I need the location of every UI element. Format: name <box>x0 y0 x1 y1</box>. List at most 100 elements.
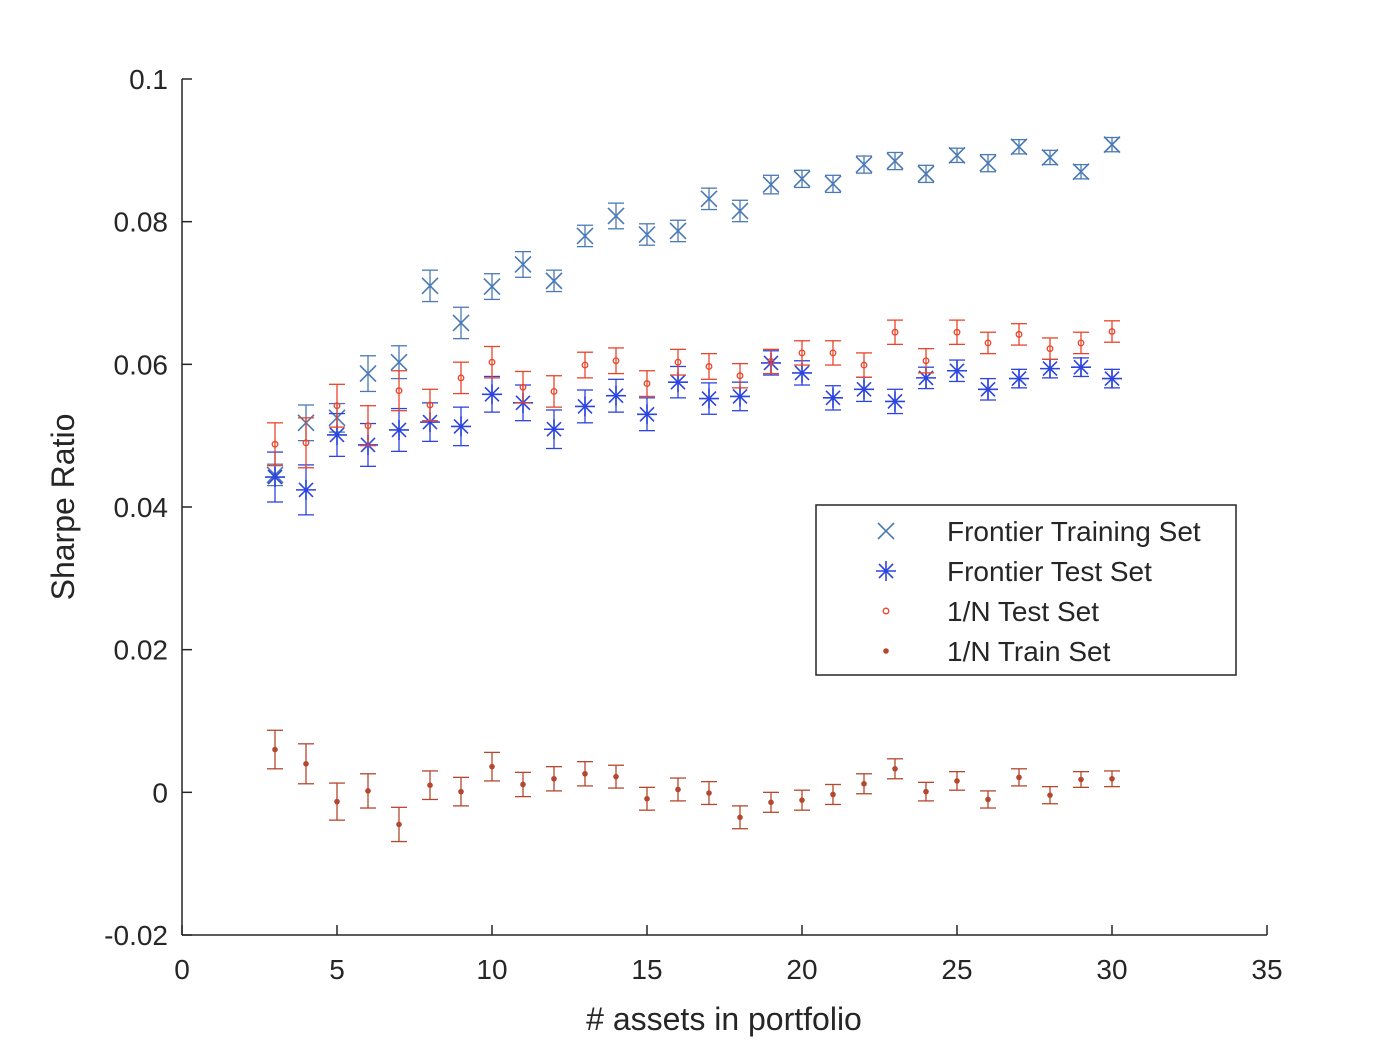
data-point <box>1077 339 1085 347</box>
y-tick-label: 0.1 <box>129 64 168 95</box>
data-point <box>730 386 750 407</box>
data-point <box>953 328 961 336</box>
data-point <box>551 775 557 782</box>
series-3 <box>267 729 1120 843</box>
data-point <box>612 357 620 365</box>
error-bar <box>453 361 469 395</box>
data-point <box>1078 776 1084 783</box>
y-tick-label: -0.02 <box>104 920 168 951</box>
legend-marker <box>876 561 896 581</box>
data-point <box>799 797 805 803</box>
error-bar <box>267 422 283 467</box>
data-point <box>1072 163 1090 181</box>
data-point <box>364 422 372 430</box>
data-point <box>731 202 749 220</box>
data-point <box>644 795 650 802</box>
data-point <box>483 278 501 296</box>
data-point <box>798 349 806 357</box>
error-bar <box>918 347 934 374</box>
data-point <box>544 419 564 440</box>
data-point <box>700 190 718 208</box>
data-point <box>768 799 774 806</box>
data-point <box>1046 345 1054 353</box>
data-point <box>854 379 874 400</box>
data-point <box>1041 148 1059 167</box>
error-bar <box>763 348 779 375</box>
error-bar <box>298 417 314 469</box>
legend-label: Frontier Training Set <box>947 516 1201 547</box>
data-point <box>861 780 867 787</box>
data-point <box>823 387 843 408</box>
data-point <box>954 778 960 784</box>
x-tick-label: 30 <box>1096 954 1127 985</box>
x-tick-label: 20 <box>786 954 817 985</box>
data-point <box>550 387 558 395</box>
data-point <box>396 821 402 828</box>
error-bar <box>1011 323 1027 346</box>
data-point <box>1103 136 1121 154</box>
data-point <box>575 396 595 417</box>
data-point <box>607 207 625 225</box>
x-tick-label: 25 <box>941 954 972 985</box>
data-point <box>793 170 811 188</box>
error-bar <box>546 375 562 408</box>
legend-box <box>815 504 1237 676</box>
data-point <box>1016 774 1022 781</box>
data-point <box>1040 358 1060 379</box>
data-point <box>923 788 929 795</box>
data-point <box>427 782 433 788</box>
data-point <box>303 761 309 767</box>
legend-label: Frontier Test Set <box>947 556 1152 587</box>
data-point <box>265 467 285 488</box>
legend-items: Frontier Training Set Frontier Test Set 1/… <box>876 516 1201 667</box>
error-bar <box>360 405 376 447</box>
data-point <box>458 788 464 795</box>
error-bar <box>515 370 531 404</box>
data-point <box>860 361 868 369</box>
data-point <box>613 773 619 780</box>
data-point <box>978 379 998 400</box>
legend-item: 1/N Test Set <box>882 596 1099 627</box>
data-point <box>767 358 775 365</box>
x-tick-label: 15 <box>631 954 662 985</box>
error-bar <box>1042 337 1058 360</box>
data-point <box>792 362 812 383</box>
data-point <box>892 765 898 772</box>
legend-marker <box>882 607 890 615</box>
data-point <box>699 388 719 409</box>
data-point <box>514 255 532 274</box>
error-bar <box>980 331 996 355</box>
data-point <box>520 781 526 788</box>
data-point <box>489 763 495 770</box>
data-point <box>736 372 744 380</box>
error-bar <box>639 370 655 398</box>
data-point <box>359 365 377 383</box>
data-point <box>390 353 408 371</box>
data-point <box>891 328 899 336</box>
data-point <box>762 176 780 194</box>
error-bar <box>825 340 841 366</box>
data-point <box>1010 138 1028 156</box>
data-point <box>606 385 626 406</box>
data-point <box>643 380 651 388</box>
legend-marker <box>883 648 889 654</box>
error-bar <box>1104 320 1120 343</box>
error-bar <box>887 319 903 346</box>
x-axis-label: # assets in portfolio <box>586 1001 862 1037</box>
data-point <box>674 358 682 366</box>
data-point <box>482 384 502 405</box>
data-point <box>302 439 310 447</box>
data-point <box>545 272 563 290</box>
error-bar <box>577 351 593 379</box>
data-point <box>452 314 470 332</box>
x-tick-label: 35 <box>1251 954 1282 985</box>
data-point <box>1047 792 1053 798</box>
data-point <box>582 770 588 777</box>
series-2 <box>267 319 1120 469</box>
data-point <box>457 374 465 382</box>
error-bar <box>949 319 965 346</box>
legend-label: 1/N Test Set <box>947 596 1099 627</box>
y-tick-label: 0.04 <box>114 492 169 523</box>
error-bar <box>608 347 624 375</box>
